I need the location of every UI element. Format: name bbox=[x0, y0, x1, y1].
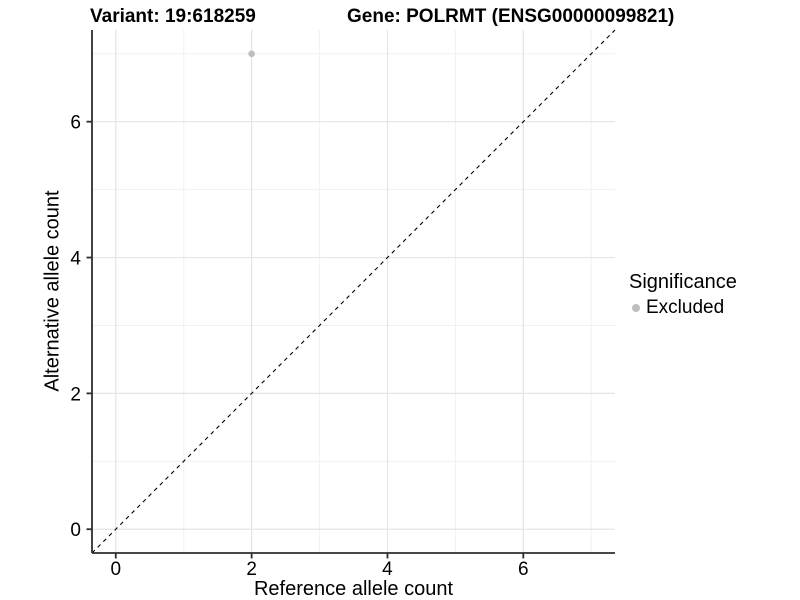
y-tick-label: 2 bbox=[70, 384, 81, 405]
plot-title-gene: Gene: POLRMT (ENSG00000099821) bbox=[347, 6, 675, 27]
y-axis-title: Alternative allele count bbox=[41, 190, 64, 392]
x-axis-title: Reference allele count bbox=[253, 578, 453, 600]
y-tick-label: 4 bbox=[70, 249, 81, 270]
legend-item-excluded: Excluded bbox=[632, 297, 737, 319]
plot-title-variant: Variant: 19:618259 bbox=[90, 6, 256, 27]
y-tick-label: 6 bbox=[70, 113, 81, 134]
identity-reference-line bbox=[91, 29, 616, 554]
data-point bbox=[248, 50, 255, 58]
legend: Significance Excluded bbox=[629, 271, 737, 319]
x-tick-label: 6 bbox=[518, 559, 529, 580]
x-tick-label: 2 bbox=[246, 559, 257, 580]
y-tick-label: 0 bbox=[70, 520, 81, 541]
x-tick-label: 4 bbox=[382, 559, 393, 580]
legend-point-icon bbox=[632, 304, 640, 312]
legend-item-label: Excluded bbox=[646, 297, 725, 318]
x-tick-label: 0 bbox=[110, 559, 121, 580]
legend-title: Significance bbox=[629, 271, 737, 293]
